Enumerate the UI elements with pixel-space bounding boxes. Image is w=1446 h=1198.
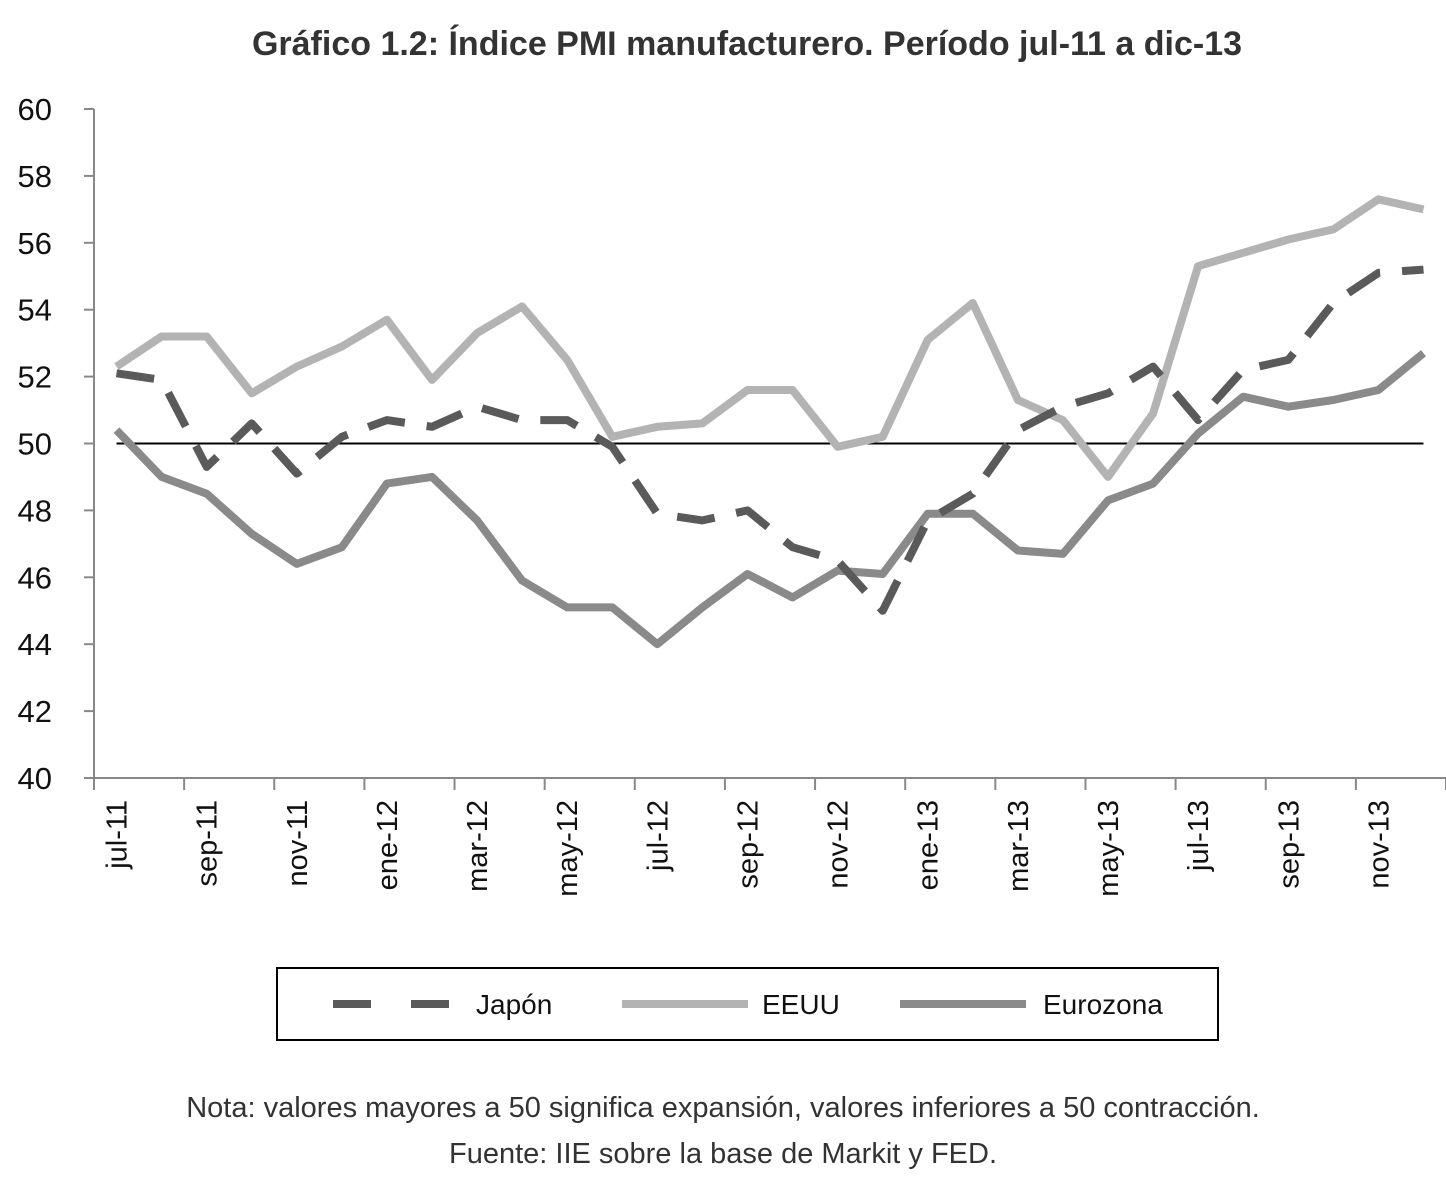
x-tick-label: may-13 [1093, 800, 1125, 897]
x-tick-label: may-12 [552, 800, 584, 897]
x-tick-label: sep-11 [192, 800, 224, 887]
y-tick-label: 52 [18, 360, 52, 395]
x-tick-label: mar-13 [1003, 800, 1035, 892]
y-tick-label: 60 [18, 92, 52, 127]
legend-label-japn: Japón [476, 989, 552, 1020]
y-tick-label: 46 [18, 560, 52, 595]
chart-title: Gráfico 1.2: Índice PMI manufacturero. P… [252, 25, 1242, 63]
x-tick-label: jul-13 [1183, 800, 1215, 872]
axes: 40 42 44 46 48 50 52 54 56 58 60 jul-11 sep-11 nov-11… [18, 92, 1446, 897]
x-tick-label: sep-12 [732, 800, 764, 889]
y-tick-label: 42 [18, 694, 52, 729]
x-tick-label: ene-12 [372, 800, 404, 890]
series-line-japn [115, 265, 1424, 615]
y-tick-label: 48 [18, 493, 52, 528]
x-tick-label: nov-11 [282, 800, 314, 887]
y-tick-label: 54 [18, 293, 52, 328]
y-tick-label: 56 [18, 226, 52, 261]
series-line-eeuu [114, 195, 1425, 481]
y-tick-label: 40 [18, 761, 52, 796]
footnote: Nota: valores mayores a 50 significa exp… [186, 1092, 1260, 1124]
legend-label-eeuu: EEUU [762, 989, 840, 1020]
x-tick-label: jul-11 [102, 800, 134, 870]
series-line-eurozona [113, 350, 1427, 649]
source-note: Fuente: IIE sobre la base de Markit y FE… [448, 1138, 997, 1170]
series-layer [113, 195, 1427, 649]
x-tick-label: sep-13 [1273, 800, 1305, 889]
y-tick-label: 44 [18, 627, 52, 662]
legend: Japón EEUU Eurozona [276, 967, 1219, 1041]
x-tick-label: jul-12 [642, 800, 674, 872]
x-tick-label: mar-12 [462, 800, 494, 892]
x-tick-label: nov-13 [1363, 800, 1395, 889]
y-tick-label: 50 [18, 427, 52, 462]
x-tick-label: ene-13 [913, 800, 945, 890]
x-tick-label: nov-12 [823, 800, 855, 889]
y-tick-label: 58 [18, 159, 52, 194]
legend-label-eurozona: Eurozona [1043, 989, 1163, 1020]
